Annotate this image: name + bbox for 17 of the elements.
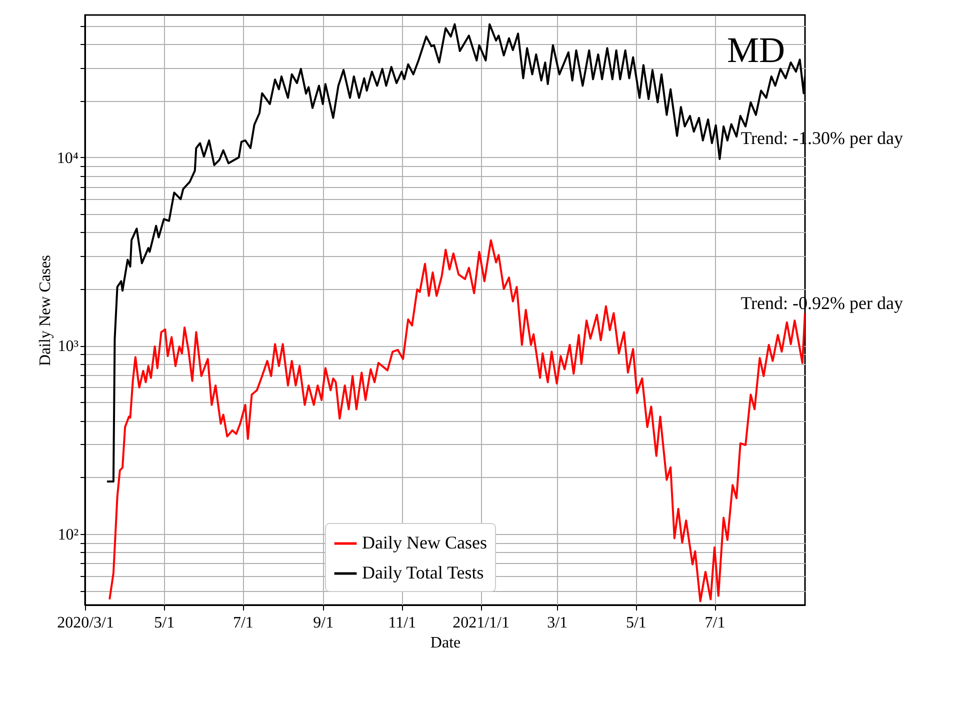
legend-label: Daily Total Tests	[362, 562, 484, 582]
legend-label: Daily New Cases	[362, 532, 487, 552]
y-tick-label: 10²	[58, 526, 79, 544]
y-tick-label: 10⁴	[56, 150, 79, 167]
x-axis-title: Date	[430, 634, 461, 652]
y-axis-title: Daily New Cases	[36, 254, 54, 366]
x-tick-label: 11/1	[388, 614, 416, 632]
y-tick-label: 10³	[58, 338, 79, 356]
x-tick-label: 7/1	[232, 614, 254, 632]
x-tick-label: 3/1	[547, 614, 568, 632]
x-tick-label: 2021/1/1	[452, 614, 510, 632]
annotation: MD	[726, 30, 785, 70]
x-tick-label: 9/1	[313, 614, 334, 632]
x-tick-label: 2020/3/1	[57, 614, 114, 632]
x-tick-label: 5/1	[154, 614, 175, 632]
x-tick-label: 7/1	[704, 614, 726, 632]
x-tick-label: 5/1	[626, 614, 646, 632]
